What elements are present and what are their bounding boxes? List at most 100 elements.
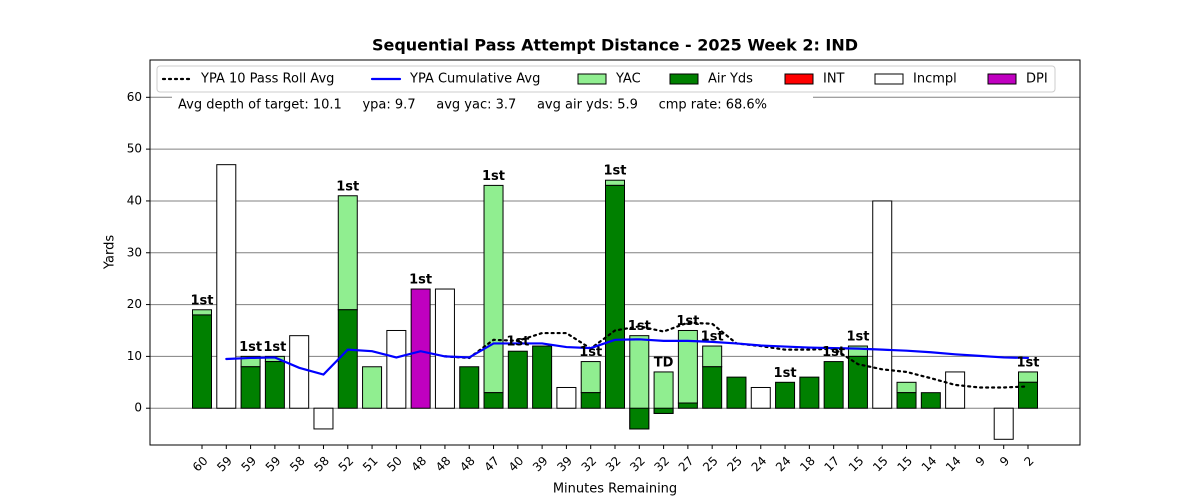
bar-label: 1st bbox=[482, 169, 505, 184]
bar bbox=[605, 179, 625, 186]
bar bbox=[216, 164, 237, 409]
chart-title: Sequential Pass Attempt Distance - 2025 … bbox=[372, 36, 858, 55]
x-tick-label: 27 bbox=[676, 454, 697, 475]
bar bbox=[337, 309, 358, 409]
x-tick-label: 48 bbox=[409, 454, 430, 475]
legend-label: YAC bbox=[615, 72, 641, 87]
x-tick-label: 32 bbox=[627, 454, 648, 475]
bar-label: 1st bbox=[263, 340, 286, 355]
bar bbox=[192, 309, 212, 316]
legend-swatch bbox=[874, 73, 904, 85]
x-tick-label: 15 bbox=[846, 454, 867, 475]
x-tick-label: 60 bbox=[190, 454, 211, 475]
bar bbox=[945, 371, 966, 409]
x-tick-label: 59 bbox=[238, 454, 259, 475]
bar-label: 1st bbox=[506, 335, 529, 350]
x-tick-label: 14 bbox=[943, 454, 964, 475]
y-tick-label: 20 bbox=[127, 297, 142, 311]
bar bbox=[750, 386, 771, 409]
x-tick-label: 40 bbox=[506, 454, 527, 475]
bar bbox=[993, 407, 1014, 440]
legend-swatch bbox=[987, 73, 1017, 85]
y-tick-label: 30 bbox=[127, 245, 142, 259]
x-tick-label: 58 bbox=[311, 454, 332, 475]
bar bbox=[580, 392, 601, 409]
x-tick-label: 58 bbox=[287, 454, 308, 475]
legend-swatch bbox=[784, 73, 814, 85]
bar bbox=[847, 355, 868, 409]
legend-label: INT bbox=[823, 72, 845, 87]
bar-label: 1st bbox=[628, 319, 651, 334]
bar bbox=[896, 392, 917, 409]
bar-label: 1st bbox=[191, 293, 214, 308]
line bbox=[225, 338, 1030, 376]
x-tick-label: 15 bbox=[870, 454, 891, 475]
annotation-box bbox=[172, 94, 813, 116]
x-tick-label: 48 bbox=[457, 454, 478, 475]
bar bbox=[289, 335, 310, 409]
y-tick-label: 60 bbox=[127, 90, 142, 104]
bar-label: 1st bbox=[1017, 355, 1040, 370]
bar-label: 1st bbox=[604, 164, 627, 179]
y-axis-label: Yards bbox=[103, 235, 118, 270]
bar bbox=[1018, 381, 1038, 409]
x-tick-label: 17 bbox=[822, 454, 843, 475]
y-tick-label: 10 bbox=[127, 349, 142, 363]
bar bbox=[653, 371, 674, 414]
x-tick-label: 2 bbox=[1021, 454, 1036, 469]
x-tick-label: 25 bbox=[700, 454, 721, 475]
bar bbox=[434, 288, 455, 409]
x-tick-label: 47 bbox=[481, 454, 502, 475]
legend-label: Air Yds bbox=[708, 72, 753, 87]
bar bbox=[264, 361, 285, 409]
x-tick-label: 39 bbox=[530, 454, 551, 475]
x-tick-label: 24 bbox=[773, 454, 794, 475]
bar bbox=[799, 376, 820, 409]
bar-label: 1st bbox=[579, 345, 602, 360]
bar bbox=[702, 345, 723, 368]
bar bbox=[920, 392, 941, 409]
bar bbox=[629, 407, 650, 430]
bar bbox=[337, 195, 358, 311]
bar-label: 1st bbox=[774, 366, 797, 381]
x-tick-label: 51 bbox=[360, 454, 381, 475]
y-tick-label: 50 bbox=[127, 142, 142, 156]
bar bbox=[362, 366, 383, 409]
bar bbox=[313, 407, 334, 430]
x-axis-label: Minutes Remaining bbox=[553, 482, 677, 497]
x-tick-label: 32 bbox=[603, 454, 624, 475]
bar bbox=[507, 350, 528, 409]
bar bbox=[386, 329, 407, 409]
bar bbox=[483, 184, 504, 394]
bar-label: TD bbox=[654, 355, 674, 370]
bar bbox=[556, 386, 577, 409]
bar bbox=[192, 314, 212, 409]
x-tick-label: 9 bbox=[997, 454, 1012, 469]
x-tick-label: 39 bbox=[554, 454, 575, 475]
y-tick-label: 40 bbox=[127, 193, 142, 207]
bar bbox=[726, 376, 747, 409]
x-tick-label: 59 bbox=[263, 454, 284, 475]
bar-label: 1st bbox=[676, 314, 699, 329]
bar-label: 1st bbox=[846, 330, 869, 345]
x-tick-label: 50 bbox=[384, 454, 405, 475]
x-tick-label: 48 bbox=[433, 454, 454, 475]
x-tick-label: 32 bbox=[651, 454, 672, 475]
bar bbox=[823, 361, 844, 409]
bar bbox=[1018, 371, 1038, 383]
legend-label: Incmpl bbox=[913, 72, 957, 87]
bar-label: 1st bbox=[239, 340, 262, 355]
legend-label: YPA 10 Pass Roll Avg bbox=[200, 72, 334, 87]
bar bbox=[532, 345, 553, 409]
bar bbox=[702, 366, 723, 409]
annotation: Avg depth of target: 10.1 ypa: 9.7 avg y… bbox=[178, 98, 767, 113]
bar-label: 1st bbox=[701, 330, 724, 345]
bar bbox=[775, 381, 796, 409]
x-tick-label: 14 bbox=[919, 454, 940, 475]
bar bbox=[240, 366, 261, 409]
legend-label: YPA Cumulative Avg bbox=[409, 72, 540, 87]
legend-swatch bbox=[577, 73, 607, 85]
bar bbox=[580, 361, 601, 394]
legend-label: DPI bbox=[1026, 72, 1048, 87]
